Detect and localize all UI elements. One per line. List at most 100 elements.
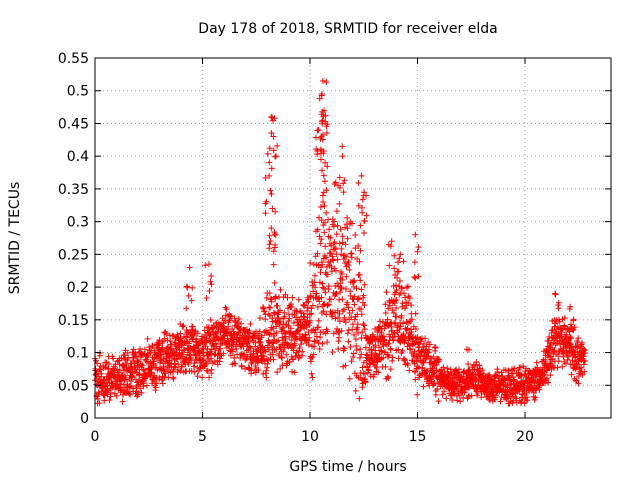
data-point xyxy=(320,148,327,155)
data-point xyxy=(269,114,276,121)
data-point xyxy=(273,329,280,336)
data-point xyxy=(322,243,329,250)
data-point xyxy=(311,329,318,336)
data-point xyxy=(465,367,472,374)
data-point xyxy=(445,371,452,378)
data-point xyxy=(358,172,365,179)
data-point xyxy=(266,172,273,179)
data-point xyxy=(299,348,306,355)
data-point xyxy=(266,290,273,297)
data-point xyxy=(412,275,419,282)
data-point xyxy=(329,349,336,356)
data-point xyxy=(247,321,254,328)
data-point xyxy=(184,359,191,366)
data-point xyxy=(568,335,575,342)
data-point xyxy=(344,330,351,337)
data-point xyxy=(238,320,245,327)
data-point xyxy=(404,283,411,290)
x-tick-label: 15 xyxy=(409,429,427,445)
data-point xyxy=(296,345,303,352)
data-point xyxy=(130,346,137,353)
data-point xyxy=(569,357,576,364)
data-point xyxy=(318,92,325,99)
data-point xyxy=(395,355,402,362)
data-point xyxy=(195,368,202,375)
data-point xyxy=(267,237,274,244)
data-point xyxy=(411,274,418,281)
data-point xyxy=(575,335,582,342)
data-point xyxy=(119,398,126,405)
data-point xyxy=(314,250,321,257)
data-point xyxy=(340,180,347,187)
data-point xyxy=(415,273,422,280)
data-point xyxy=(375,369,382,376)
data-point xyxy=(172,360,179,367)
data-point xyxy=(266,232,273,239)
data-point xyxy=(570,316,577,323)
data-point xyxy=(272,231,279,238)
y-tick-label: 0.15 xyxy=(58,313,89,329)
data-point xyxy=(353,346,360,353)
data-point xyxy=(266,159,273,166)
data-point xyxy=(260,370,267,377)
data-point xyxy=(224,337,231,344)
data-point xyxy=(581,368,588,375)
data-point xyxy=(423,352,430,359)
data-point xyxy=(361,326,368,333)
data-point xyxy=(311,343,318,350)
data-point xyxy=(164,337,171,344)
data-point xyxy=(420,359,427,366)
data-point xyxy=(256,315,263,322)
data-point xyxy=(402,294,409,301)
data-point xyxy=(401,357,408,364)
data-point xyxy=(126,383,133,390)
data-point xyxy=(287,325,294,332)
data-point xyxy=(183,305,190,312)
data-point xyxy=(400,258,407,265)
data-point xyxy=(336,318,343,325)
data-point xyxy=(408,329,415,336)
chart-title: Day 178 of 2018, SRMTID for receiver eld… xyxy=(198,21,497,37)
data-point xyxy=(533,359,540,366)
data-point xyxy=(424,353,431,360)
data-point xyxy=(400,330,407,337)
data-point xyxy=(153,380,160,387)
data-point xyxy=(316,298,323,305)
data-point xyxy=(338,284,345,291)
data-point xyxy=(360,292,367,299)
data-point xyxy=(203,360,210,367)
data-point xyxy=(334,256,341,263)
data-point xyxy=(319,340,326,347)
data-point xyxy=(333,231,340,238)
data-point xyxy=(429,365,436,372)
data-point xyxy=(220,350,227,357)
y-tick-label: 0.5 xyxy=(67,84,89,100)
data-point xyxy=(335,346,342,353)
data-point xyxy=(530,376,537,383)
data-point xyxy=(317,334,324,341)
data-point xyxy=(340,189,347,196)
data-point xyxy=(292,352,299,359)
data-point xyxy=(216,345,223,352)
data-point xyxy=(423,343,430,350)
data-point xyxy=(554,364,561,371)
data-point xyxy=(473,359,480,366)
data-point xyxy=(558,329,565,336)
data-point xyxy=(552,320,559,327)
data-point xyxy=(468,392,475,399)
data-point xyxy=(174,356,181,363)
data-point xyxy=(412,325,419,332)
data-point xyxy=(534,364,541,371)
data-point xyxy=(323,79,330,86)
data-point xyxy=(378,325,385,332)
data-point xyxy=(432,344,439,351)
data-point xyxy=(356,354,363,361)
data-point xyxy=(351,301,358,308)
data-point xyxy=(384,373,391,380)
x-tick-label: 0 xyxy=(91,429,100,445)
data-point xyxy=(324,339,331,346)
data-point xyxy=(279,355,286,362)
data-point xyxy=(545,364,552,371)
data-point xyxy=(408,316,415,323)
data-point xyxy=(256,328,263,335)
